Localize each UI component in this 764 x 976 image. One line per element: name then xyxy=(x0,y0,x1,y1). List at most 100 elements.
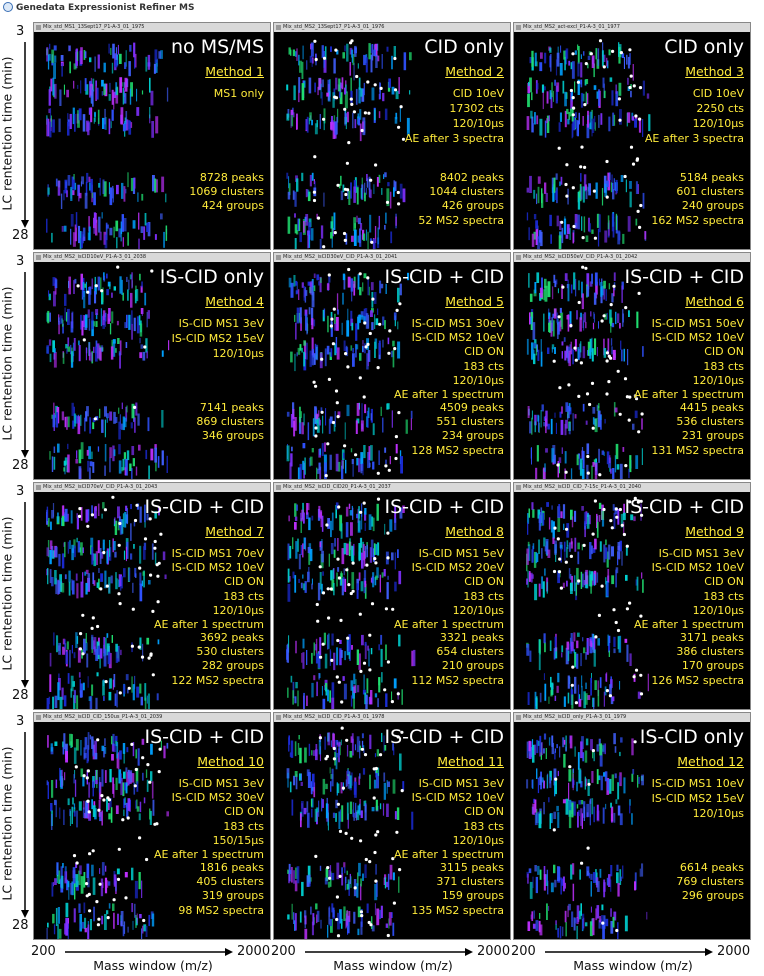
feature xyxy=(378,644,380,651)
feature xyxy=(565,735,567,751)
feature xyxy=(543,537,546,547)
feature xyxy=(622,447,625,452)
feature xyxy=(546,502,549,507)
feature xyxy=(646,911,648,920)
feature xyxy=(63,84,65,95)
feature xyxy=(358,543,362,561)
feature xyxy=(578,455,581,470)
feature xyxy=(634,881,636,891)
ms2-spot xyxy=(362,395,366,399)
feature xyxy=(409,52,412,61)
feature xyxy=(536,193,538,205)
feature xyxy=(92,422,95,430)
feature xyxy=(99,231,102,241)
feature xyxy=(334,343,337,356)
feature xyxy=(316,914,318,924)
feature xyxy=(93,192,96,206)
feature xyxy=(595,908,598,921)
feature xyxy=(149,114,151,124)
feature xyxy=(526,779,529,789)
feature xyxy=(113,541,116,551)
feature xyxy=(398,876,400,893)
setting-line: 150/15µs xyxy=(212,833,264,847)
feature xyxy=(126,747,129,753)
feature xyxy=(312,418,315,436)
result-line: 122 MS2 spectra xyxy=(171,673,264,687)
feature xyxy=(564,350,567,361)
ms2-spot xyxy=(582,543,586,547)
feature xyxy=(140,226,144,233)
feature xyxy=(338,78,341,92)
setting-line: AE after 1 spectrum xyxy=(153,618,264,631)
panel-heading: IS-CID + CID xyxy=(624,496,744,518)
feature xyxy=(93,801,96,807)
feature xyxy=(120,777,123,796)
feature xyxy=(118,228,121,238)
feature xyxy=(555,422,557,434)
feature xyxy=(565,798,569,815)
ms2-spot xyxy=(350,102,354,106)
feature xyxy=(331,872,335,881)
feature xyxy=(104,465,106,476)
feature xyxy=(557,812,560,828)
feature xyxy=(592,407,596,414)
y-arrow xyxy=(21,502,29,688)
feature xyxy=(134,57,136,69)
feature xyxy=(289,781,292,793)
ms2-spot xyxy=(579,165,583,169)
feature xyxy=(596,804,599,820)
arrow-head xyxy=(21,220,29,228)
feature xyxy=(637,184,639,194)
feature xyxy=(572,232,575,244)
feature xyxy=(399,107,401,122)
feature xyxy=(142,772,144,781)
ms2-spot xyxy=(579,361,583,365)
feature xyxy=(617,230,621,245)
feature xyxy=(581,685,583,701)
feature xyxy=(64,639,66,649)
ms2-spot xyxy=(106,916,110,920)
feature xyxy=(626,644,629,662)
feature xyxy=(289,752,293,757)
ms2-spot xyxy=(634,114,638,118)
feature xyxy=(328,633,330,649)
feature xyxy=(359,287,362,296)
ms2-spot xyxy=(552,828,556,832)
feature xyxy=(130,292,133,308)
ms2-spot xyxy=(82,338,86,342)
feature xyxy=(552,286,554,300)
feature xyxy=(87,509,90,522)
ms2-spot xyxy=(126,816,130,820)
feature xyxy=(634,115,638,121)
feature xyxy=(397,549,399,558)
feature xyxy=(353,229,357,246)
feature xyxy=(105,117,107,130)
ms2-spot xyxy=(133,784,137,788)
feature xyxy=(540,351,543,367)
feature xyxy=(554,695,557,701)
feature xyxy=(320,407,323,412)
feature xyxy=(626,54,628,65)
feature xyxy=(397,691,399,700)
feature xyxy=(594,574,596,586)
feature xyxy=(567,283,570,302)
feature xyxy=(295,51,297,57)
feature xyxy=(617,636,620,650)
ms2-spot xyxy=(395,308,399,312)
file-name: Mix_std_MS2_isCID10eV_P1-A-3_01_2038 xyxy=(34,253,270,262)
ms2-spot xyxy=(633,496,637,500)
feature xyxy=(68,883,70,900)
feature xyxy=(365,313,369,329)
feature xyxy=(119,340,122,356)
ms2-spot xyxy=(570,683,574,687)
feature xyxy=(306,116,309,133)
result-line: 6614 peaks xyxy=(679,861,744,874)
feature xyxy=(85,642,88,651)
ms2-spot xyxy=(78,507,82,511)
ms2-spot xyxy=(85,882,89,886)
ms2-spot xyxy=(102,798,106,802)
feature xyxy=(78,466,82,479)
feature xyxy=(609,684,612,697)
result-line: 3171 peaks xyxy=(679,631,744,644)
ms2-spot xyxy=(611,49,615,53)
